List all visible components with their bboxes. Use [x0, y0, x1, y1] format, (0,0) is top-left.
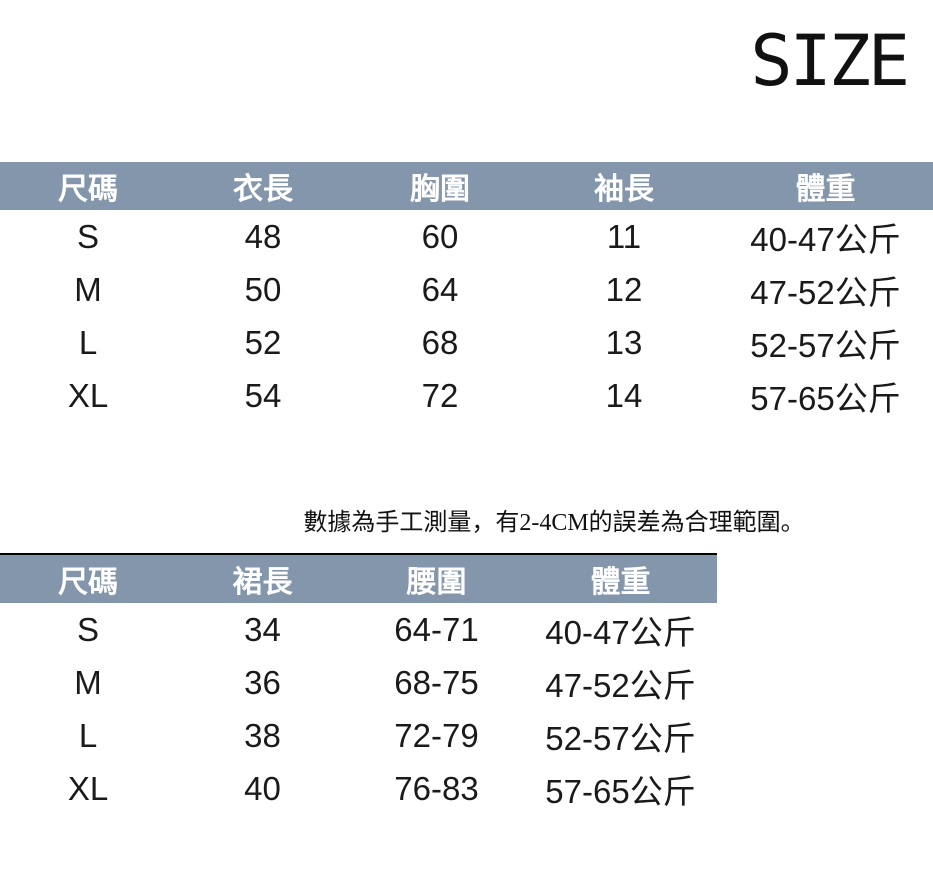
- data-cell: XL: [67, 769, 109, 807]
- data-cell: 60: [421, 217, 459, 255]
- data-cell: 52-57公斤: [545, 719, 696, 757]
- table-row: S 34 64-71 40-47公斤: [0, 603, 717, 656]
- data-cell: 68: [421, 323, 459, 361]
- data-cell: 50: [244, 270, 282, 308]
- data-cell: 72: [421, 376, 459, 414]
- data-cell: 68-75: [394, 663, 479, 701]
- table-row: S 48 60 11 40-47公斤: [0, 210, 933, 263]
- data-cell: 34: [244, 610, 281, 648]
- measurement-note: 數據為手工測量，有2-4CM的誤差為合理範圍。: [303, 510, 805, 536]
- data-cell: 12: [605, 270, 643, 308]
- table-row: M 50 64 12 47-52公斤: [0, 263, 933, 316]
- data-cell: 57-65公斤: [545, 772, 696, 810]
- data-cell: 47-52公斤: [545, 666, 696, 704]
- header-cell: 尺碼: [58, 566, 118, 599]
- table-row: L 52 68 13 52-57公斤: [0, 316, 933, 369]
- data-cell: 76-83: [394, 769, 479, 807]
- garment-size-table: 尺碼 衣長 胸圍 袖長 體重 S 48 60 11 40-47公斤 M 50 64 12 47-52公斤 L 5…: [0, 162, 933, 422]
- data-cell: S: [76, 610, 99, 648]
- header-cell: 袖長: [594, 173, 654, 206]
- data-cell: 11: [606, 217, 642, 255]
- header-cell: 體重: [590, 566, 651, 599]
- header-cell: 體重: [795, 173, 856, 206]
- data-cell: S: [76, 217, 99, 255]
- data-cell: 52-57公斤: [750, 326, 901, 364]
- data-cell: 54: [244, 376, 282, 414]
- table-row: XL 40 76-83 57-65公斤: [0, 762, 717, 815]
- data-cell: M: [74, 270, 102, 308]
- data-cell: 57-65公斤: [750, 379, 901, 417]
- page-title: SIZE: [750, 20, 910, 102]
- data-cell: 52: [244, 323, 282, 361]
- table-row: L 38 72-79 52-57公斤: [0, 709, 717, 762]
- data-cell: M: [74, 663, 102, 701]
- data-cell: 14: [605, 376, 643, 414]
- data-cell: 40: [244, 769, 281, 807]
- data-cell: 64: [421, 270, 459, 308]
- skirt-size-table: 尺碼 裙長 腰圍 體重 S 34 64-71 40-47公斤 M 36 68-75 47-52公斤 L 3…: [0, 553, 717, 815]
- header-cell: 裙長: [232, 566, 293, 599]
- data-cell: 13: [605, 323, 643, 361]
- data-cell: L: [78, 716, 98, 754]
- data-cell: 48: [244, 217, 282, 255]
- data-cell: XL: [67, 376, 109, 414]
- data-cell: 47-52公斤: [750, 273, 901, 311]
- table-row: XL 54 72 14 57-65公斤: [0, 369, 933, 422]
- data-cell: 40-47公斤: [545, 613, 696, 651]
- data-cell: L: [78, 323, 98, 361]
- header-cell: 腰圍: [406, 566, 467, 599]
- data-cell: 40-47公斤: [750, 220, 901, 258]
- data-cell: 38: [244, 716, 281, 754]
- table-header-row: 尺碼 衣長 胸圍 袖長 體重: [0, 162, 933, 210]
- table-row: M 36 68-75 47-52公斤: [0, 656, 717, 709]
- header-cell: 胸圍: [410, 173, 470, 206]
- data-cell: 72-79: [394, 716, 479, 754]
- header-cell: 衣長: [233, 173, 293, 206]
- table-header-row: 尺碼 裙長 腰圍 體重: [0, 555, 717, 603]
- data-cell: 64-71: [394, 610, 479, 648]
- data-cell: 36: [244, 663, 281, 701]
- header-cell: 尺碼: [58, 173, 118, 206]
